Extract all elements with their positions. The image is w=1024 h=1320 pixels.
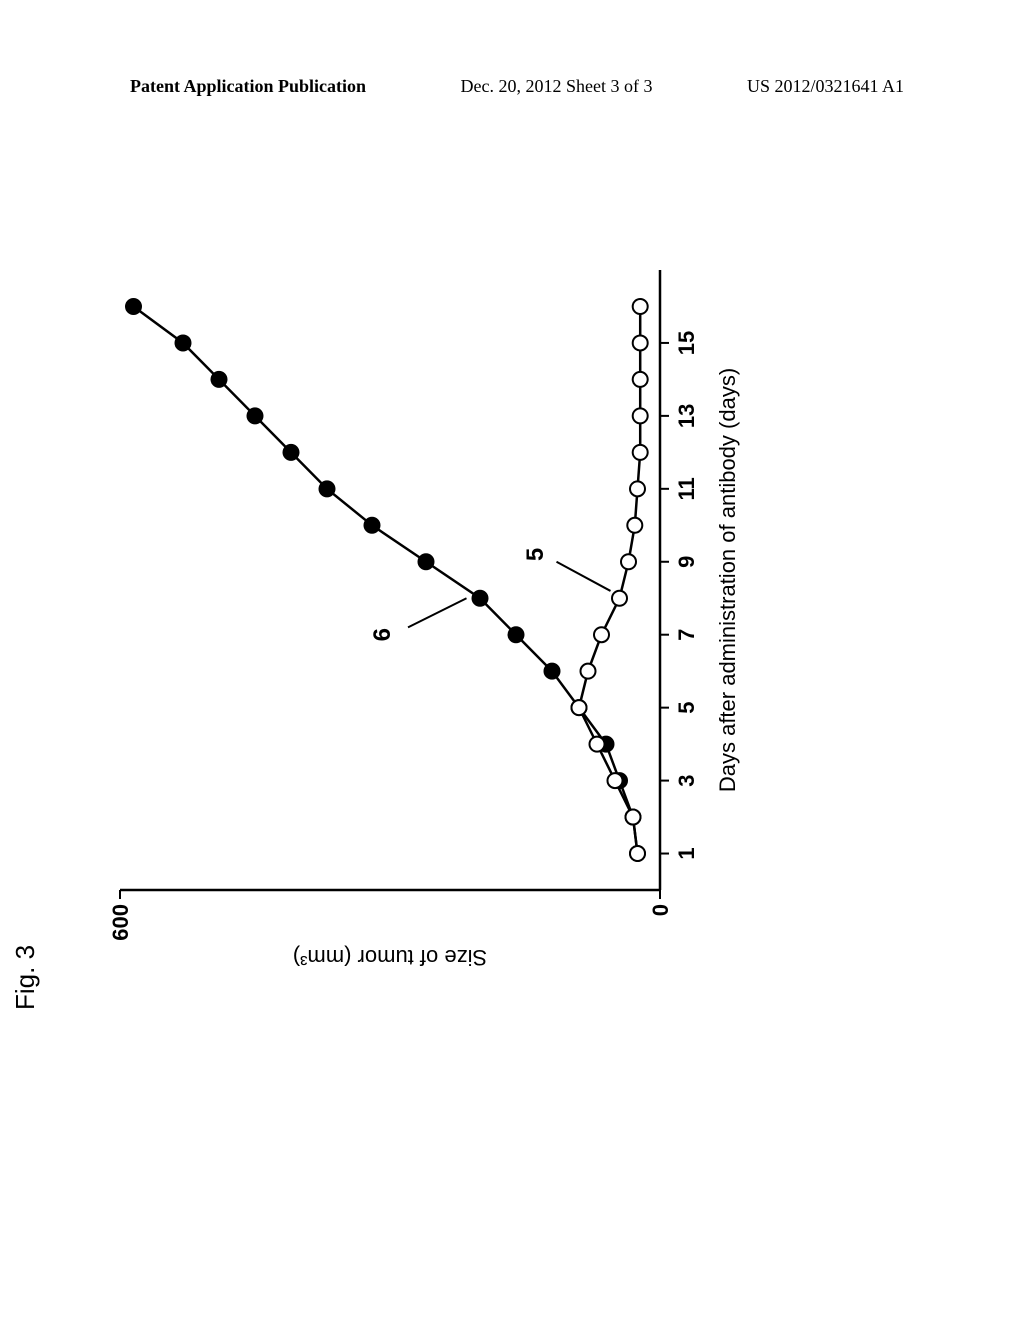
patent-page-header: Patent Application Publication Dec. 20, …: [0, 76, 1024, 97]
header-left: Patent Application Publication: [130, 76, 366, 97]
figure-3: Fig. 3 135791113150600Days after adminis…: [90, 340, 910, 980]
svg-text:Size of tumor (mm³): Size of tumor (mm³): [293, 945, 487, 970]
header-center: Dec. 20, 2012 Sheet 3 of 3: [461, 76, 653, 97]
svg-text:5: 5: [674, 702, 699, 714]
svg-text:13: 13: [674, 404, 699, 428]
svg-text:Days after administration of a: Days after administration of antibody (d…: [715, 368, 740, 792]
svg-text:1: 1: [674, 847, 699, 859]
svg-text:600: 600: [108, 904, 133, 941]
header-right: US 2012/0321641 A1: [747, 76, 904, 97]
svg-text:9: 9: [674, 556, 699, 568]
line-chart: 135791113150600Days after administration…: [90, 250, 780, 980]
svg-text:0: 0: [648, 904, 673, 916]
svg-text:3: 3: [674, 774, 699, 786]
svg-text:6: 6: [369, 628, 396, 641]
svg-text:7: 7: [674, 629, 699, 641]
svg-text:5: 5: [522, 548, 549, 561]
figure-label: Fig. 3: [10, 945, 41, 1010]
svg-text:11: 11: [674, 477, 699, 500]
svg-text:15: 15: [674, 331, 699, 355]
